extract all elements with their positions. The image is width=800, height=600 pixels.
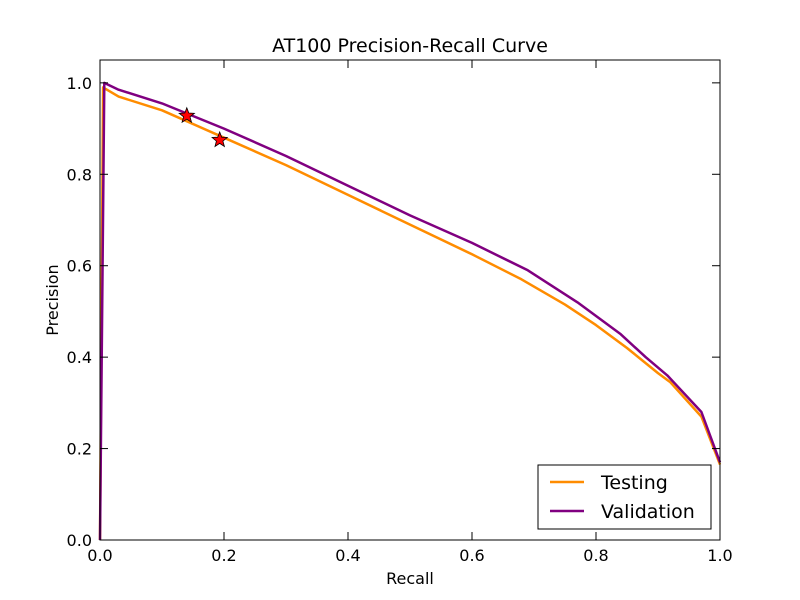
axes-frame — [99, 59, 721, 541]
star-marker — [178, 106, 196, 124]
y-tick-label: 0.6 — [67, 257, 92, 276]
series-line-validation — [98, 81, 722, 541]
y-tick-label: 0.0 — [67, 531, 92, 550]
star-marker — [211, 130, 229, 148]
x-axis-label: Recall — [386, 569, 434, 588]
legend: Testing Validation — [537, 464, 712, 530]
series-line-testing — [98, 86, 722, 541]
plot-area: 0.0 0.2 0.4 0.6 0.8 1.0 0.0 0.2 0.4 0.6 0.8 1.0 — [67, 59, 733, 565]
x-tick-label: 0.6 — [459, 546, 484, 565]
x-tick-label: 1.0 — [707, 546, 732, 565]
y-tick-label: 0.2 — [67, 440, 92, 459]
x-tick-label: 0.0 — [87, 546, 112, 565]
y-tick-label: 0.8 — [67, 165, 92, 184]
y-axis-label: Precision — [43, 264, 62, 335]
x-tick-label: 0.4 — [335, 546, 360, 565]
y-tick-label: 1.0 — [67, 74, 92, 93]
x-tick-label: 0.2 — [211, 546, 236, 565]
legend-box — [537, 464, 712, 530]
x-tick-label: 0.8 — [583, 546, 608, 565]
legend-label-validation: Validation — [601, 501, 695, 523]
y-tick-label: 0.4 — [67, 348, 92, 367]
legend-label-testing: Testing — [600, 472, 668, 494]
chart-title: AT100 Precision-Recall Curve — [272, 35, 548, 57]
